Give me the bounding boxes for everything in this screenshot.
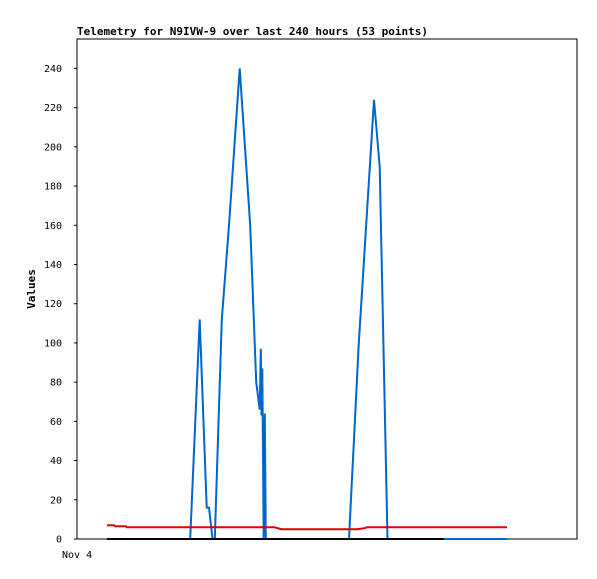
x-tick-label: Nov 4 [62, 550, 92, 561]
chart-title: Telemetry for N9IVW-9 over last 240 hour… [77, 25, 428, 38]
series-layer [107, 68, 507, 540]
y-tick-label: 20 [50, 495, 62, 506]
plot-area-frame [76, 38, 578, 540]
y-tick-label: 160 [44, 221, 62, 232]
y-tick-label: 60 [50, 417, 62, 428]
y-tick-label: 120 [44, 299, 62, 310]
x-axis: Nov 4 [62, 550, 92, 561]
y-tick-label: 0 [56, 535, 62, 546]
series-line-2 [107, 524, 507, 531]
y-tick-label: 200 [44, 142, 62, 153]
y-tick-label: 80 [50, 378, 62, 389]
y-axis: 0 20 40 60 80 100 120 140 160 180 200 220 240 [44, 64, 77, 546]
series-line-1 [107, 68, 507, 540]
y-tick-label: 240 [44, 64, 62, 75]
y-tick-label: 140 [44, 260, 62, 271]
y-tick-label: 220 [44, 103, 62, 114]
y-tick-label: 180 [44, 182, 62, 193]
y-tick-label: 100 [44, 338, 62, 349]
y-tick-label: 40 [50, 456, 62, 467]
y-axis-label: Values [25, 269, 38, 309]
